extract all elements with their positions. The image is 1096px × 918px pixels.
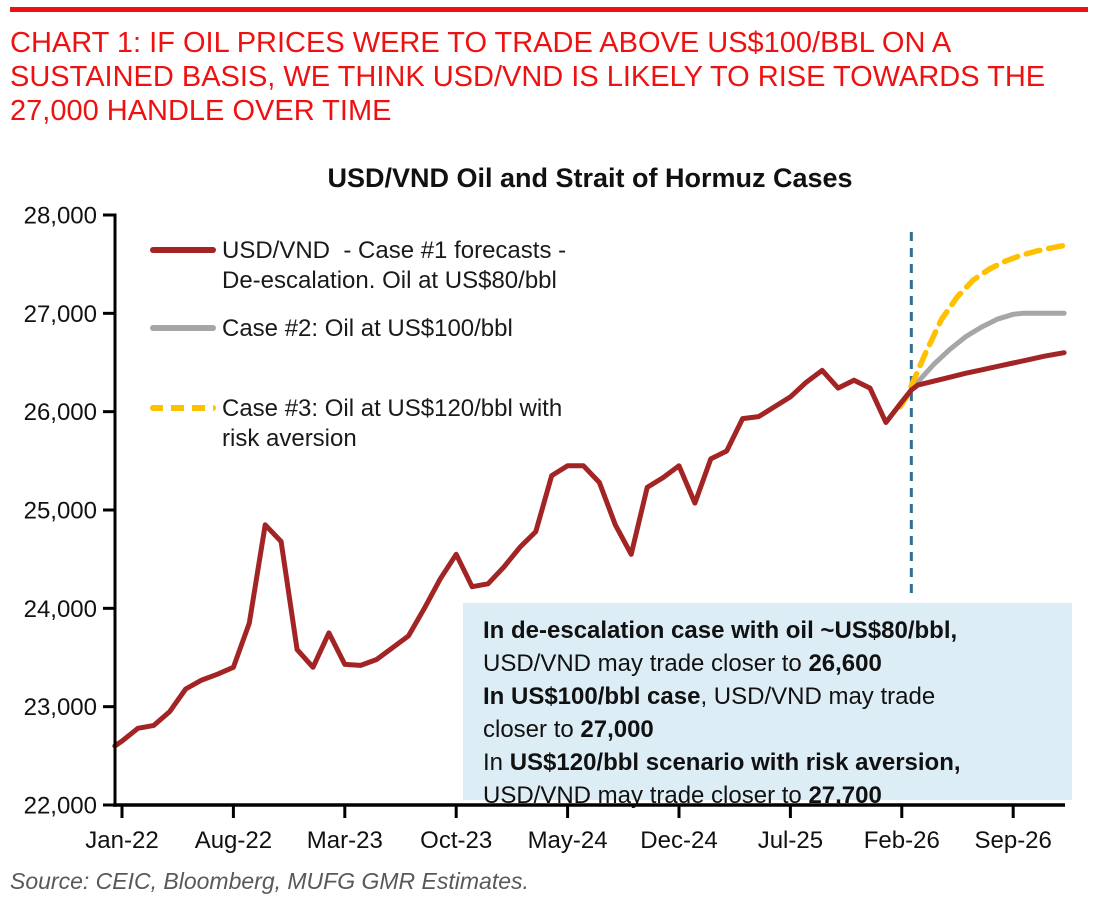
x-tick-label: Dec-24 [640, 827, 717, 854]
legend-line-swatch-gray [150, 325, 216, 331]
x-tick-label: Jan-22 [85, 827, 158, 854]
note-line: closer to 27,000 [483, 716, 654, 743]
legend-label-case2: Case #2: Oil at US$100/bbl [222, 315, 513, 342]
legend-item-case3: Case #3: Oil at US$120/bbl with risk ave… [150, 394, 562, 454]
y-tick-label: 22,000 [24, 793, 97, 820]
x-tick-label: Mar-23 [307, 827, 383, 854]
note-line: USD/VND may trade closer to 27,700 [483, 782, 882, 809]
y-tick-label: 24,000 [24, 596, 97, 623]
series-line-2 [908, 310, 1067, 393]
legend-line-swatch-yellow [150, 405, 216, 411]
y-tick-label: 28,000 [24, 203, 97, 230]
scenario-note-box: In de-escalation case with oil ~US$80/bb… [463, 603, 1072, 809]
x-tick-label: Sep-26 [974, 827, 1051, 854]
y-tick-label: 23,000 [24, 694, 97, 721]
x-tick-label: Oct-23 [420, 827, 492, 854]
series-line-0 [112, 367, 914, 749]
note-line: In US$120/bbl scenario with risk aversio… [483, 749, 961, 776]
legend-label-case1: USD/VND - Case #1 forecasts - De-escalat… [222, 237, 567, 294]
series-line-3 [897, 242, 1067, 410]
note-line: In US$100/bbl case, USD/VND may trade [483, 683, 936, 710]
chart-title: USD/VND Oil and Strait of Hormuz Cases [327, 163, 853, 193]
x-tick-label: Jul-25 [758, 827, 823, 854]
top-red-rule [10, 7, 1088, 12]
chart-headline: CHART 1: IF OIL PRICES WERE TO TRADE ABO… [10, 27, 1046, 127]
y-tick-label: 27,000 [24, 301, 97, 328]
x-tick-label: May-24 [528, 827, 608, 854]
legend-item-case1: USD/VND - Case #1 forecasts - De-escalat… [150, 236, 566, 296]
note-line: USD/VND may trade closer to 26,600 [483, 650, 882, 677]
legend-item-case2: Case #2: Oil at US$100/bbl [150, 314, 513, 344]
note-line: In de-escalation case with oil ~US$80/bb… [483, 617, 958, 644]
y-tick-label: 25,000 [24, 498, 97, 525]
x-tick-label: Feb-26 [864, 827, 940, 854]
source-note: Source: CEIC, Bloomberg, MUFG GMR Estima… [10, 868, 529, 894]
x-tick-label: Aug-22 [195, 827, 272, 854]
legend-label-case3: Case #3: Oil at US$120/bbl with risk ave… [222, 395, 563, 452]
series-line-1 [908, 350, 1067, 393]
y-tick-label: 26,000 [24, 399, 97, 426]
legend-line-swatch-red [150, 247, 216, 253]
